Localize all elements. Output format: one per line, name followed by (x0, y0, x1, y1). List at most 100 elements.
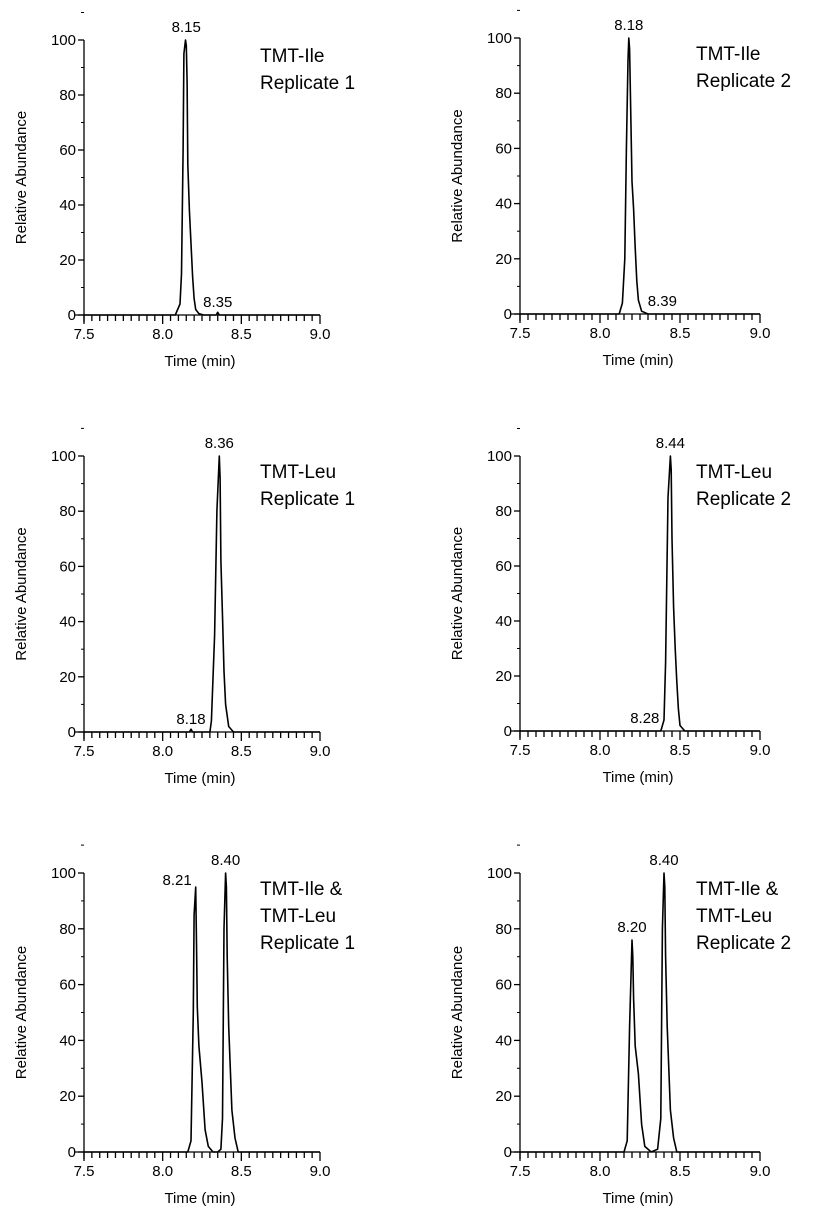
chart-panel-2: 0 20 40 60 80 100 7.5 8.0 8.5 9.0 Time (min) Relati… (449, 9, 791, 369)
x-tick-label: 7.5 (510, 1163, 531, 1180)
panel-annotation: TMT-Ile (260, 46, 324, 67)
x-tick-label: 7.5 (510, 742, 531, 759)
peak-label: 8.39 (648, 293, 677, 310)
chromatogram-trace (520, 872, 760, 1153)
x-axis-title: Time (min) (164, 1190, 235, 1207)
y-tick-label: 80 (59, 503, 76, 520)
chart-panel-5: 0 20 40 60 80 100 7.5 8.0 8.5 9.0 Time (min) Relati… (13, 844, 355, 1207)
panel-annotation: TMT-Ile & (260, 879, 343, 900)
x-axis-title: Time (min) (602, 352, 673, 369)
panel-annotation: Replicate 1 (260, 933, 355, 954)
peak-label: 8.18 (614, 17, 643, 34)
y-axis-title: Relative Abundance (449, 109, 466, 242)
chart-panel-4: 0 20 40 60 80 100 7.5 8.0 8.5 9.0 Time (min) Relati… (449, 428, 791, 786)
x-axis-title: Time (min) (164, 770, 235, 787)
y-tick-label: 60 (495, 977, 512, 994)
peak-label: 8.44 (656, 435, 685, 452)
chromatogram-trace (520, 455, 760, 732)
y-axis-title: Relative Abundance (13, 111, 30, 244)
y-tick-label: 60 (59, 142, 76, 159)
x-tick-label: 8.0 (590, 742, 611, 759)
y-tick-label: 60 (59, 977, 76, 994)
y-tick-label: 0 (504, 1144, 512, 1161)
x-tick-label: 7.5 (74, 326, 95, 343)
chromatogram-trace (84, 39, 320, 316)
panel-annotation: TMT-Leu (260, 906, 336, 927)
y-axis-title: Relative Abundance (449, 527, 466, 660)
x-tick-label: 9.0 (750, 325, 771, 342)
x-tick-label: 8.5 (231, 743, 252, 760)
panel-annotation: TMT-Ile (696, 44, 760, 65)
y-tick-label: 40 (59, 614, 76, 631)
peak-label: 8.35 (203, 294, 232, 311)
y-tick-label: 80 (495, 921, 512, 938)
chart-panel-3: 0 20 40 60 80 100 7.5 8.0 8.5 9.0 Time (min) Relati… (13, 427, 355, 787)
x-tick-label: 7.5 (510, 325, 531, 342)
peak-label: 8.28 (630, 710, 659, 727)
x-tick-label: 7.5 (74, 1163, 95, 1180)
x-axis-title: Time (min) (164, 353, 235, 370)
y-tick-label: 0 (68, 724, 76, 741)
chromatogram-trace (84, 872, 320, 1153)
x-tick-label: 8.0 (152, 1163, 173, 1180)
x-axis-title: Time (min) (602, 769, 673, 786)
y-tick-label: 20 (495, 668, 512, 685)
y-tick-label: 40 (495, 196, 512, 213)
peak-label: 8.18 (176, 711, 205, 728)
x-tick-label: 8.5 (670, 742, 691, 759)
y-tick-label: 0 (68, 1144, 76, 1161)
peak-label: 8.20 (617, 919, 646, 936)
y-axis-title: Relative Abundance (13, 946, 30, 1079)
peak-label: 8.36 (205, 435, 234, 452)
y-tick-label: 80 (59, 921, 76, 938)
chart-panel-6: 0 20 40 60 80 100 7.5 8.0 8.5 9.0 Time (min) Relati… (449, 844, 791, 1207)
y-tick-label: 20 (59, 669, 76, 686)
chromatogram-trace (84, 455, 320, 733)
x-tick-label: 9.0 (310, 326, 331, 343)
y-tick-label: 40 (495, 613, 512, 630)
y-tick-label: 100 (51, 32, 76, 49)
panel-annotation: Replicate 2 (696, 489, 791, 510)
y-tick-label: 100 (51, 865, 76, 882)
x-tick-label: 8.0 (590, 325, 611, 342)
y-tick-label: 80 (495, 85, 512, 102)
y-tick-label: 60 (495, 140, 512, 157)
y-tick-label: 20 (495, 251, 512, 268)
chart-panel-1: 0 20 40 60 80 100 7.5 8.0 8.5 9.0 Time (min) Relati… (13, 12, 355, 370)
y-tick-label: 20 (59, 1088, 76, 1105)
panel-annotation: TMT-Ile & (696, 879, 779, 900)
peak-label: 8.15 (172, 19, 201, 36)
x-tick-label: 8.0 (152, 743, 173, 760)
y-tick-label: 20 (495, 1088, 512, 1105)
y-tick-label: 80 (495, 503, 512, 520)
x-tick-label: 9.0 (310, 743, 331, 760)
y-axis-title: Relative Abundance (449, 946, 466, 1079)
panel-annotation: Replicate 1 (260, 489, 355, 510)
x-tick-label: 8.0 (152, 326, 173, 343)
x-tick-label: 7.5 (74, 743, 95, 760)
y-tick-label: 100 (51, 448, 76, 465)
peak-label: 8.40 (649, 852, 678, 869)
y-axis-title: Relative Abundance (13, 527, 30, 660)
x-tick-label: 8.5 (231, 326, 252, 343)
peak-label: 8.40 (211, 852, 240, 869)
chromatogram-trace (520, 37, 760, 315)
panel-annotation: TMT-Leu (696, 462, 772, 483)
y-tick-label: 100 (487, 448, 512, 465)
x-axis-title: Time (min) (602, 1190, 673, 1207)
x-tick-label: 8.5 (670, 1163, 691, 1180)
panel-annotation: TMT-Leu (260, 462, 336, 483)
y-tick-label: 40 (495, 1032, 512, 1049)
y-tick-label: 0 (504, 723, 512, 740)
y-tick-label: 0 (68, 307, 76, 324)
x-tick-label: 8.0 (590, 1163, 611, 1180)
x-tick-label: 9.0 (750, 742, 771, 759)
panel-annotation: TMT-Leu (696, 906, 772, 927)
x-tick-label: 9.0 (750, 1163, 771, 1180)
y-tick-label: 60 (495, 558, 512, 575)
y-tick-label: 100 (487, 30, 512, 47)
y-tick-label: 40 (59, 197, 76, 214)
x-tick-label: 8.5 (670, 325, 691, 342)
panel-annotation: Replicate 2 (696, 933, 791, 954)
